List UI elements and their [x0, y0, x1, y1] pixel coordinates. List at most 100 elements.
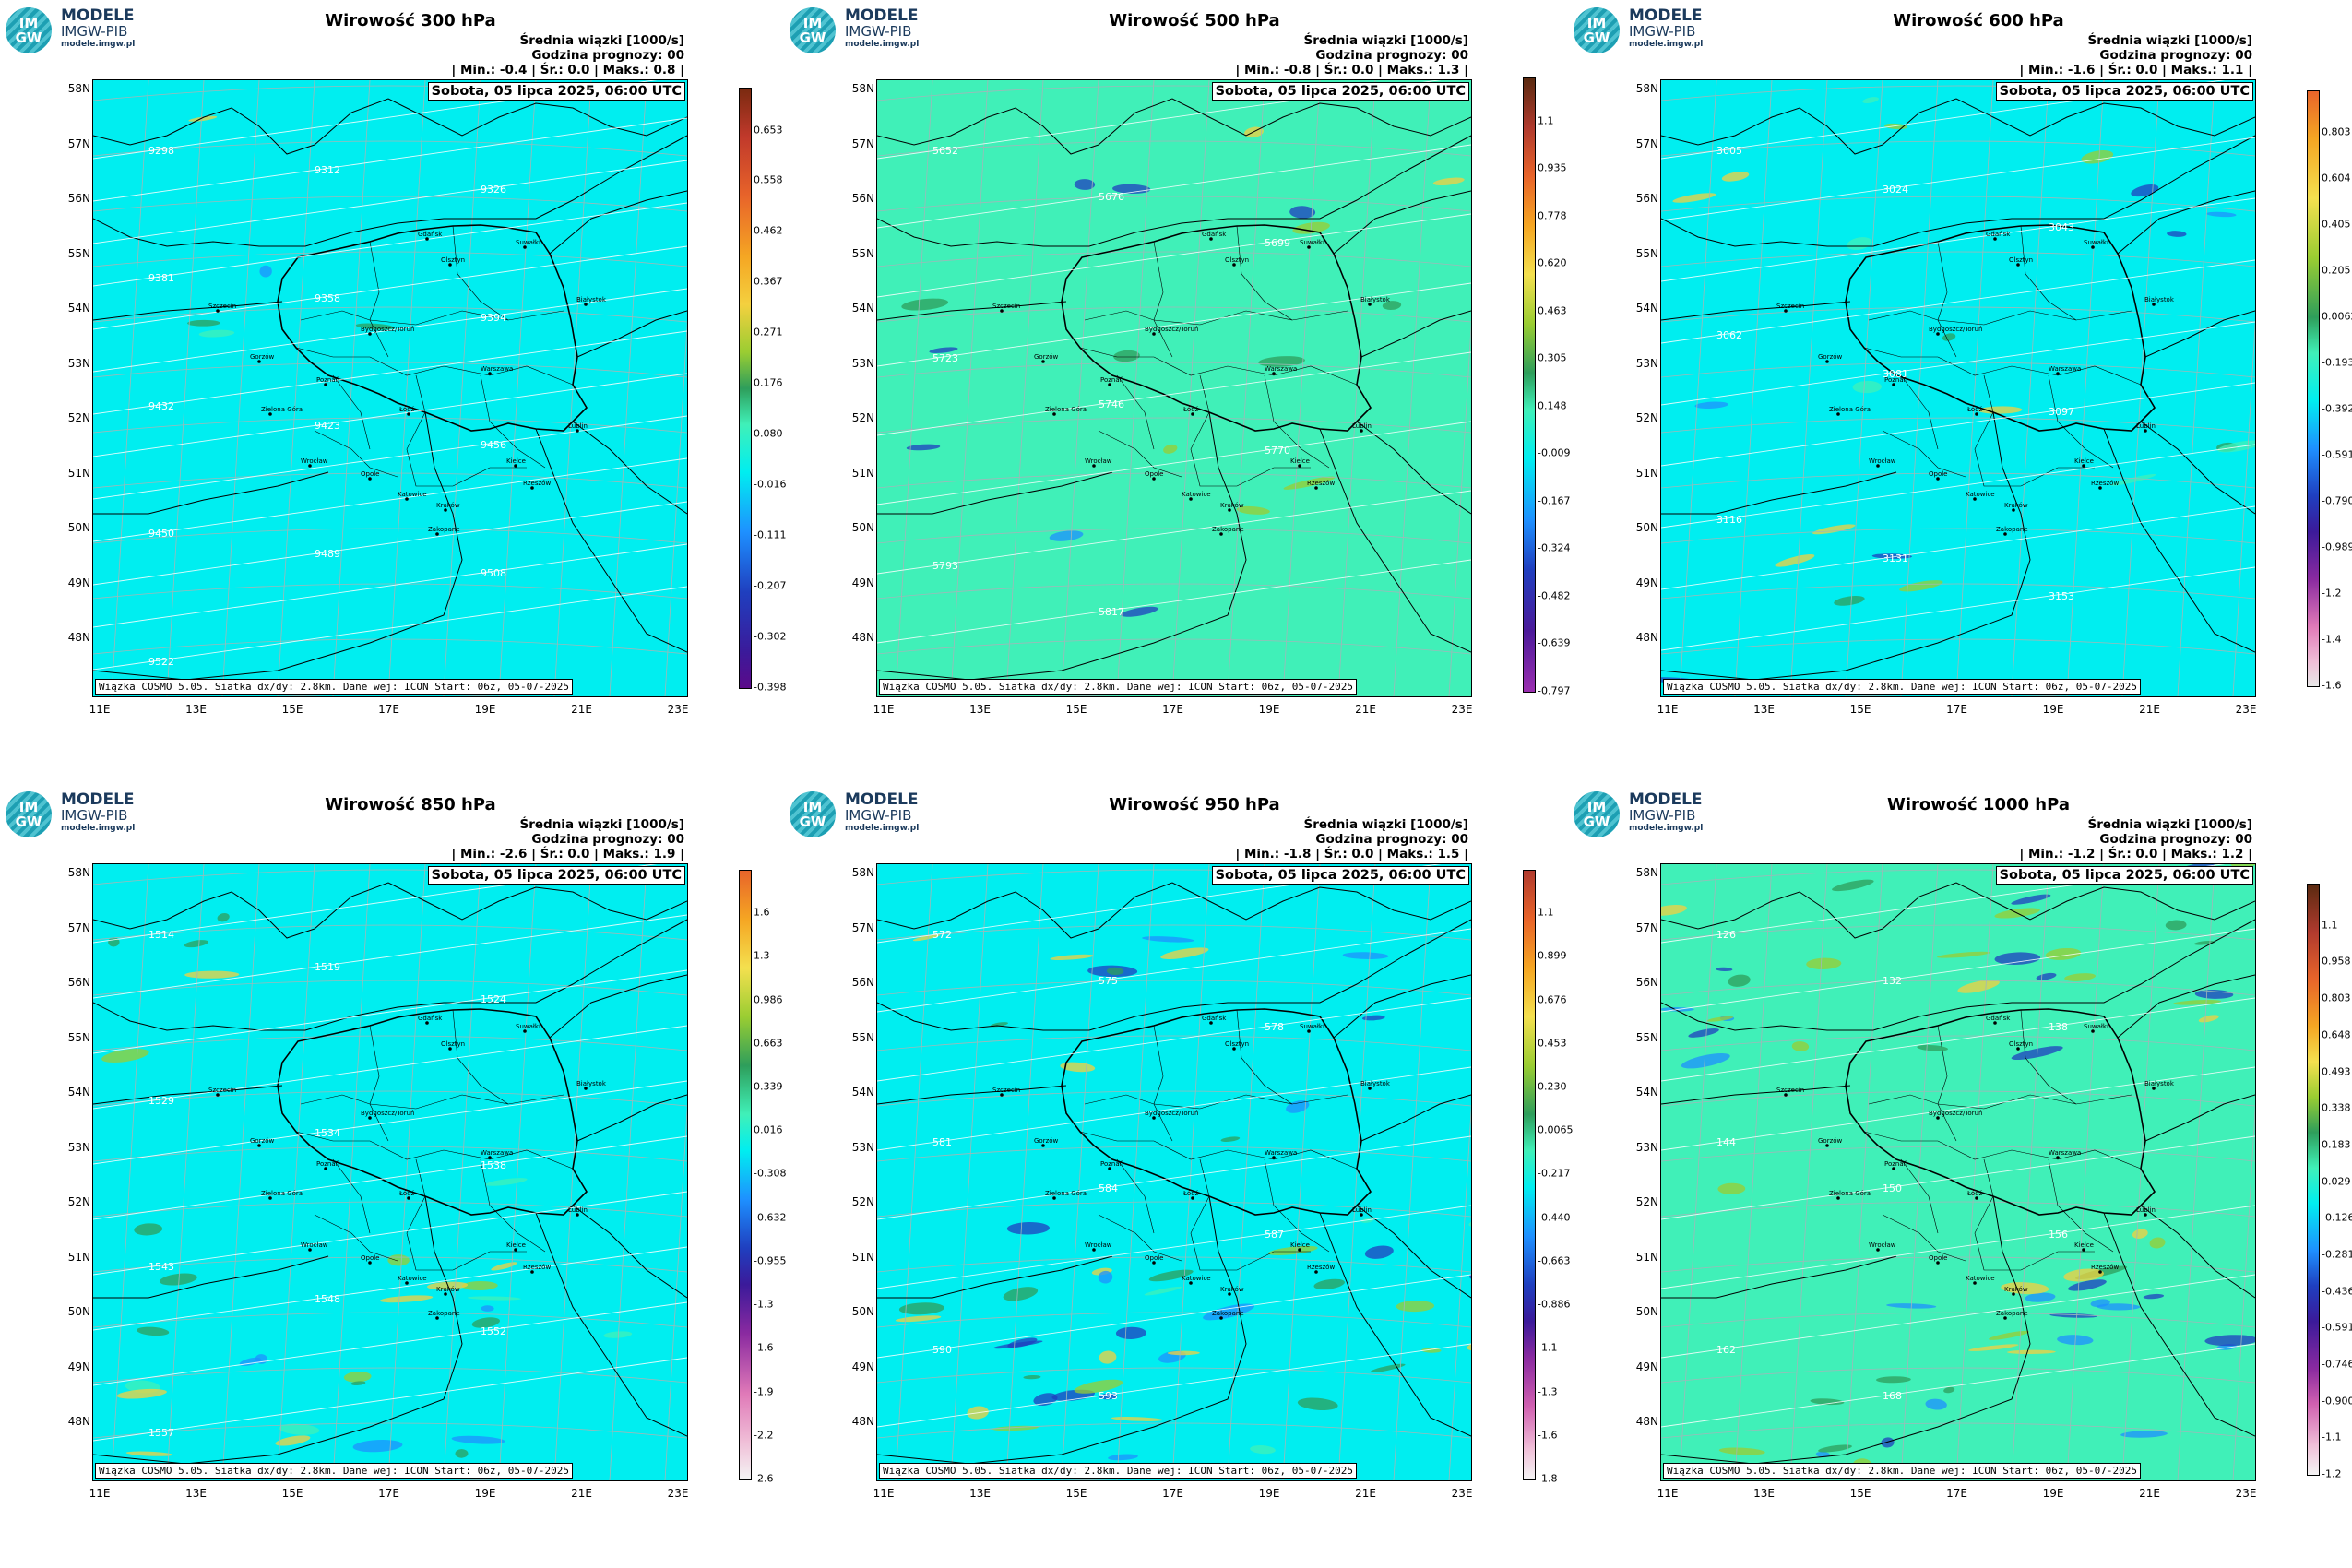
country-border	[2140, 421, 2255, 515]
coastline-north	[93, 882, 687, 939]
region-border	[1236, 225, 1293, 321]
vorticity-blob	[1115, 1326, 1146, 1339]
longitude-axis: 11E 13E 15E 17E 19E 21E 23E	[873, 1487, 1473, 1503]
vorticity-blob	[1361, 1015, 1385, 1021]
longitude-tick-label: 11E	[89, 1487, 111, 1500]
city-label: Kraków	[1220, 502, 1244, 509]
logo-mark-text: GW	[15, 814, 42, 830]
poland-border	[277, 1008, 588, 1216]
longitude-line	[2121, 80, 2160, 696]
region-border	[1863, 347, 2142, 386]
vorticity-blob	[1978, 406, 2023, 414]
city-marker	[257, 360, 261, 363]
latitude-tick-label: 53N	[851, 356, 874, 370]
latitude-tick-label: 58N	[1635, 82, 1658, 95]
vorticity-blob	[350, 1381, 366, 1385]
city-marker	[1936, 332, 1940, 336]
logo-text: MODELE IMGW-PIB modele.imgw.pl	[845, 791, 919, 834]
isohypse-label: 9522	[148, 656, 174, 668]
isohypse-label: 593	[1099, 1390, 1118, 1402]
colorbar	[739, 870, 752, 1480]
city-marker	[1092, 1248, 1096, 1252]
longitude-axis: 11E 13E 15E 17E 19E 21E 23E	[89, 1487, 689, 1503]
vorticity-blob	[1396, 1301, 1435, 1313]
isohypse-line	[93, 117, 687, 202]
isohypse-label: 3097	[2049, 406, 2074, 418]
city-label: Suwałki	[516, 1023, 540, 1030]
longitude-tick-label: 21E	[2139, 703, 2160, 716]
longitude-line	[1282, 80, 1321, 696]
region-border	[452, 225, 509, 321]
longitude-line	[1845, 80, 1883, 696]
city-label: Katowice	[1966, 491, 1995, 498]
isohypse-label: 1524	[481, 993, 506, 1005]
colorbar-tick-label: 0.462	[754, 224, 783, 237]
latitude-axis: 58N 57N 56N 55N 54N 53N 52N 51N 50N 49N 48N	[841, 79, 874, 695]
vorticity-blob	[217, 912, 230, 922]
region-border	[1084, 310, 1348, 326]
isohypse-label: 156	[2049, 1229, 2068, 1241]
region-border	[2020, 225, 2077, 321]
colorbar-tick-label: 0.453	[1538, 1037, 1567, 1050]
longitude-line	[1061, 80, 1099, 696]
city-marker	[1108, 1167, 1111, 1170]
region-borders	[1079, 225, 1358, 487]
vorticity-blob	[352, 1439, 403, 1453]
city-label: Gorzów	[1818, 1137, 1843, 1145]
longitude-line	[2232, 1104, 2255, 1480]
longitude-tick-label: 21E	[2139, 1487, 2160, 1500]
city-label: Szczecin	[1776, 1087, 1804, 1094]
latitude-line	[1661, 1035, 2255, 1051]
isohypse-line	[1661, 566, 2255, 651]
colorbar-tick-label: -0.167	[1538, 494, 1571, 507]
panel-title: Wirowość 950 hPa	[1109, 795, 1280, 814]
city-marker	[1272, 1156, 1276, 1159]
country-border	[877, 411, 1247, 681]
isohypse-label: 3043	[2049, 221, 2074, 233]
colorbar-tick-label: -0.193	[2322, 356, 2352, 369]
isohypse-line	[1661, 137, 2255, 221]
region-border	[2048, 374, 2114, 469]
vorticity-blob	[2006, 1349, 2056, 1355]
colorbar-tick-label: 0.648	[2322, 1028, 2351, 1041]
stats-line: | Min.: -1.2 | Śr.: 0.0 | Maks.: 1.2 |	[2019, 847, 2252, 861]
city-marker	[1232, 263, 1236, 267]
latitude-line	[275, 694, 505, 696]
city-label: Olsztyn	[1225, 256, 1249, 264]
city-label: Opole	[1929, 470, 1948, 478]
city-marker	[1272, 372, 1276, 375]
latitude-line	[93, 1146, 687, 1162]
city-marker	[2091, 1029, 2095, 1033]
longitude-line	[1061, 864, 1099, 1480]
colorbar-tick-label: -0.746	[2322, 1358, 2352, 1371]
colorbar-tick-label: -1.6	[1538, 1429, 1558, 1442]
city-label: Zakopane	[1212, 1310, 1244, 1317]
latitude-tick-label: 53N	[851, 1140, 874, 1154]
city-label: Kraków	[436, 1286, 460, 1293]
longitude-tick-label: 19E	[474, 1487, 496, 1500]
longitude-line	[387, 80, 426, 696]
colorbar-tick-label: 0.493	[2322, 1065, 2351, 1078]
vorticity-blob	[2068, 1279, 2107, 1291]
vorticity-blob	[1862, 97, 1879, 104]
latitude-tick-label: 52N	[1635, 1195, 1658, 1208]
isohypse-label: 1543	[148, 1261, 174, 1273]
latitude-tick-label: 48N	[67, 631, 90, 644]
longitude-tick-label: 17E	[1162, 1487, 1183, 1500]
colorbar-tick-label: 0.183	[2322, 1138, 2351, 1151]
isohypse-label: 3116	[1716, 514, 1742, 526]
isohypse-line	[1661, 505, 2255, 590]
colorbar-tick-label: -0.482	[1538, 589, 1571, 602]
vorticity-blob	[2132, 1229, 2148, 1239]
city-label: Kielce	[506, 1241, 526, 1249]
vorticity-blob	[2230, 864, 2255, 868]
forecast-hour: Godzina prognozy: 00	[531, 832, 684, 847]
colorbar-tick-label: 0.653	[754, 124, 783, 137]
latitude-tick-label: 52N	[67, 1195, 90, 1208]
latitude-tick-label: 48N	[851, 631, 874, 644]
city-marker	[1836, 1196, 1840, 1200]
vorticity-blob	[1421, 1348, 1442, 1353]
colorbar	[2307, 90, 2320, 687]
vorticity-blob	[491, 1262, 517, 1271]
city-label: Bydgoszcz/Toruń	[361, 1110, 414, 1117]
